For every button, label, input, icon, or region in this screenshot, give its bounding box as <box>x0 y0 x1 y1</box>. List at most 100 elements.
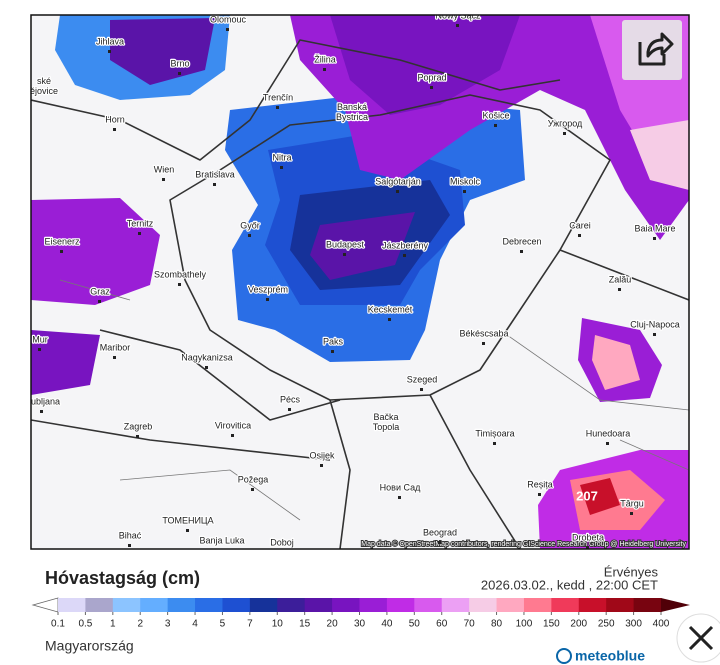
city-marker <box>343 253 346 256</box>
city-label: Veszprém <box>248 284 288 294</box>
city-label: Ужгород <box>548 118 583 128</box>
city-label: Maribor <box>100 342 131 352</box>
legend-swatch <box>140 598 169 612</box>
max-label: 207 <box>576 488 598 503</box>
city-marker <box>128 544 131 547</box>
city-marker <box>178 72 181 75</box>
city-marker <box>113 128 116 131</box>
snow-area <box>110 18 215 85</box>
close-button[interactable] <box>676 613 720 663</box>
share-button[interactable] <box>622 20 682 80</box>
close-icon[interactable] <box>688 625 714 651</box>
city-marker <box>606 442 609 445</box>
city-label: Eisenerz <box>44 236 80 246</box>
city-marker <box>403 254 406 257</box>
legend-tick-label: 20 <box>327 619 339 630</box>
legend-swatch <box>578 598 607 612</box>
legend-tick-label: 5 <box>220 619 226 630</box>
legend-title: Hóvastagság (cm) <box>45 568 200 588</box>
city-marker <box>618 288 621 291</box>
snow-area <box>31 330 100 395</box>
city-label: Horn <box>105 114 125 124</box>
city-marker <box>538 493 541 496</box>
snow-area <box>630 120 689 190</box>
legend-tick-label: 60 <box>436 619 448 630</box>
legend-swatch <box>606 598 635 612</box>
snow-area <box>310 212 415 280</box>
city-label: Reșița <box>527 479 553 489</box>
city-marker <box>482 342 485 345</box>
legend-over <box>661 598 690 612</box>
city-label: Jihlava <box>96 36 124 46</box>
city-marker <box>251 488 254 491</box>
share-icon[interactable] <box>638 32 674 66</box>
city-marker <box>396 190 399 193</box>
city-label: Graz <box>90 286 110 296</box>
city-marker <box>653 237 656 240</box>
country-border <box>31 249 689 549</box>
attribution: Map data © OpenStreetMap contributors, r… <box>361 540 686 548</box>
brand-icon <box>556 648 572 664</box>
legend-swatch <box>386 598 415 612</box>
city-marker <box>653 333 656 336</box>
city-marker <box>350 116 353 119</box>
city-label: Požega <box>238 474 269 484</box>
city-marker <box>430 86 433 89</box>
legend-swatch <box>496 598 525 612</box>
city-marker <box>420 388 423 391</box>
city-label: Virovitica <box>215 420 251 430</box>
legend-swatch <box>167 598 196 612</box>
legend-tick-label: 1 <box>110 619 116 630</box>
city-marker <box>493 442 496 445</box>
legend-under <box>31 597 59 613</box>
legend-swatch <box>85 598 114 612</box>
city-label: Hunedoara <box>586 428 631 438</box>
city-marker <box>266 298 269 301</box>
city-label: Miskolc <box>450 176 481 186</box>
city-marker <box>162 178 165 181</box>
city-marker <box>280 166 283 169</box>
legend-swatch <box>523 598 552 612</box>
close-button-bg[interactable] <box>676 613 720 663</box>
legend-tick-label: 100 <box>516 619 533 630</box>
city-label: Zalău <box>609 274 632 284</box>
legend-swatch <box>633 598 662 612</box>
city-label: Trenčín <box>263 92 293 102</box>
legend-tick-label: 50 <box>409 619 421 630</box>
legend: Hóvastagság (cm) Érvényes 2026.03.02., k… <box>31 564 690 664</box>
city-label: Ternitz <box>127 218 154 228</box>
city-marker <box>520 250 523 253</box>
city-label: Paks <box>323 336 344 346</box>
city-marker <box>231 434 234 437</box>
legend-tick-label: 200 <box>570 619 587 630</box>
city-label: Békéscsaba <box>459 328 508 338</box>
city-label: Kecskemét <box>368 304 413 314</box>
city-label: Bratislava <box>195 169 235 179</box>
city-label: Salgótarján <box>375 176 421 186</box>
city-marker <box>186 529 189 532</box>
city-label: Wien <box>154 164 175 174</box>
legend-swatch <box>304 598 333 612</box>
city-label: Nagykanizsa <box>181 352 233 362</box>
legend-swatch <box>277 598 306 612</box>
city-marker <box>276 106 279 109</box>
legend-swatch <box>249 598 278 612</box>
region-border <box>59 279 689 521</box>
city-marker <box>248 234 251 237</box>
legend-swatch <box>195 598 223 612</box>
legend-tick-label: 10 <box>272 619 284 630</box>
city-marker <box>463 190 466 193</box>
city-label: Drobeta <box>572 532 604 542</box>
city-marker <box>60 250 63 253</box>
city-label: Jászberény <box>382 240 429 250</box>
city-label: Košice <box>482 110 509 120</box>
city-label: Brno <box>170 58 189 68</box>
city-label: Budapest <box>326 239 365 249</box>
city-marker <box>288 408 291 411</box>
legend-swatch <box>58 598 86 612</box>
country-border <box>31 39 561 161</box>
city-marker <box>456 24 459 27</box>
legend-swatch <box>332 598 360 612</box>
city-label: Olomouc <box>210 14 247 24</box>
